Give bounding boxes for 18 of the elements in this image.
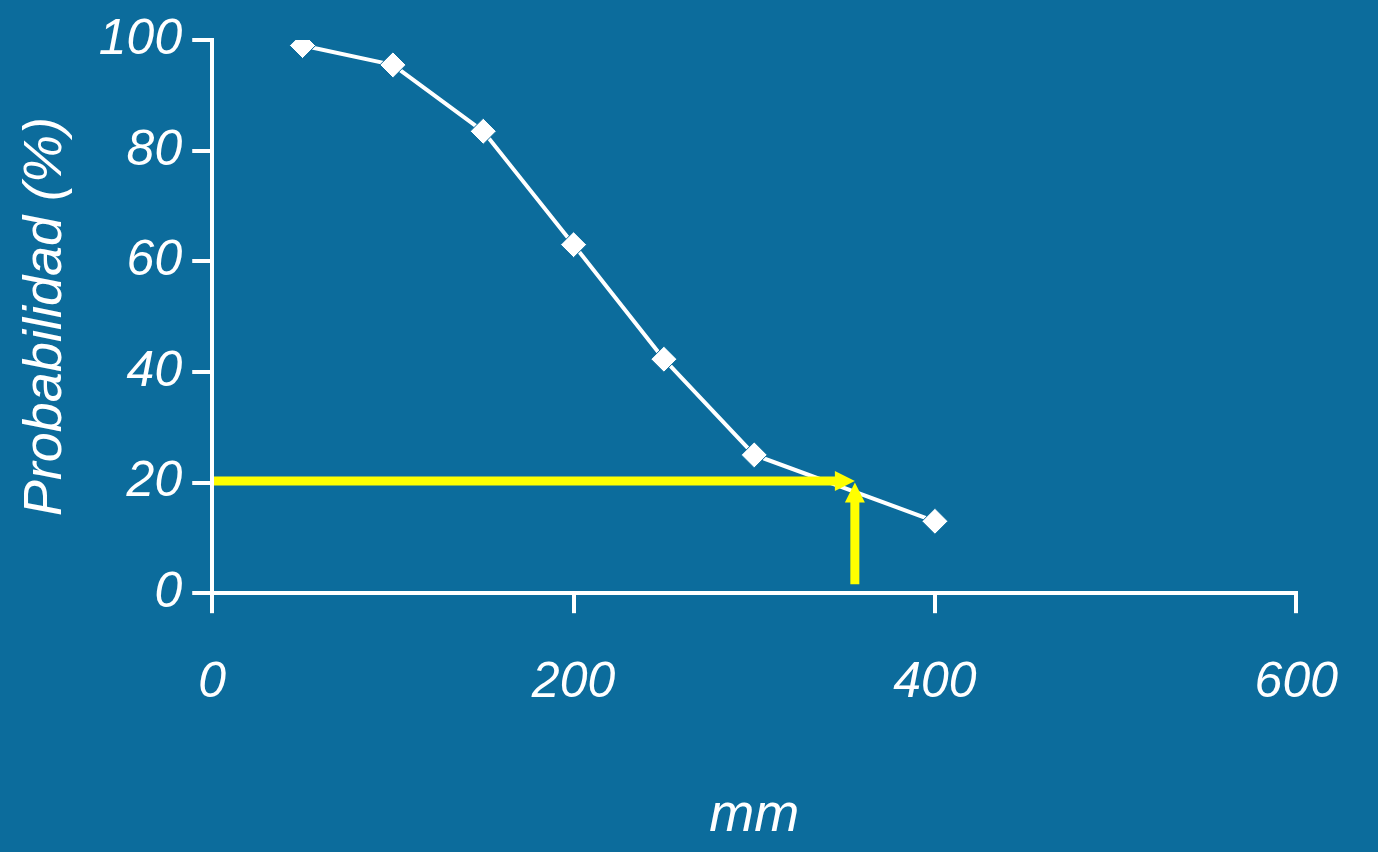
y-tick-label: 40 — [126, 340, 183, 397]
point — [469, 117, 497, 145]
y-tick-label: 20 — [125, 451, 183, 508]
y-tick-label: 60 — [126, 230, 183, 287]
x-tick-label: 0 — [198, 652, 227, 709]
point — [560, 231, 588, 259]
y-tick-label: 80 — [126, 119, 183, 176]
x-axis-title: mm — [709, 781, 800, 842]
point — [740, 441, 768, 469]
x-tick-label: 400 — [893, 652, 977, 709]
y-axis-title: Probabilidad (%) — [12, 117, 73, 517]
point — [650, 345, 678, 373]
point — [921, 507, 949, 535]
y-tick-label: 100 — [98, 8, 183, 65]
point — [379, 51, 407, 79]
x-tick-label: 200 — [530, 652, 616, 709]
x-tick-label: 600 — [1254, 652, 1339, 709]
y-tick-label: 0 — [154, 562, 183, 619]
